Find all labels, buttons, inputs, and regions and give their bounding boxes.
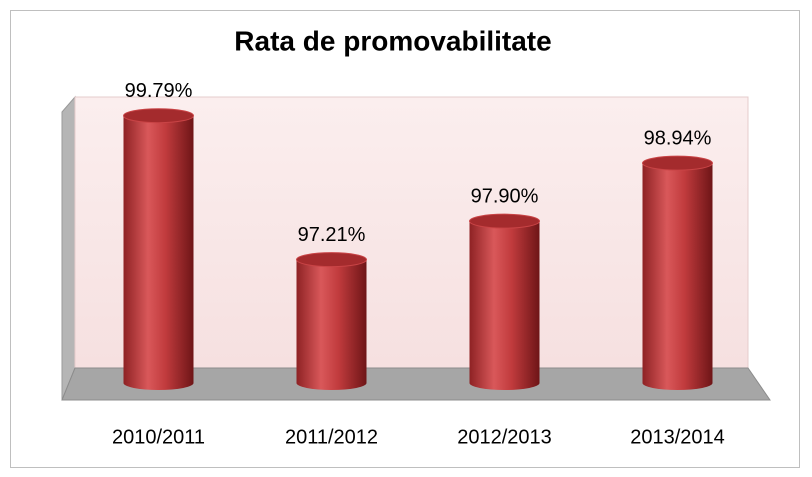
bar [469, 221, 540, 383]
bar-base [296, 376, 367, 390]
bar-top [469, 213, 540, 229]
x-tick-label: 2010/2011 [112, 426, 205, 448]
x-tick-label: 2012/2013 [457, 426, 552, 448]
chart-title: Rata de promovabilitate [234, 25, 551, 56]
bar [642, 163, 713, 383]
side-wall [61, 95, 76, 401]
bar [123, 115, 194, 383]
value-label: 99.79% [125, 80, 193, 102]
value-label: 97.90% [471, 185, 539, 207]
bar-base [123, 376, 194, 390]
bar [296, 259, 367, 383]
value-label: 97.21% [298, 224, 366, 246]
bar-base [642, 376, 713, 390]
value-label: 98.94% [644, 127, 712, 149]
bar-top [296, 252, 367, 268]
bar-top [642, 155, 713, 171]
bar-top [123, 108, 194, 124]
x-tick-label: 2013/2014 [630, 426, 725, 448]
bar-base [469, 376, 540, 390]
x-tick-label: 2011/2012 [285, 426, 378, 448]
